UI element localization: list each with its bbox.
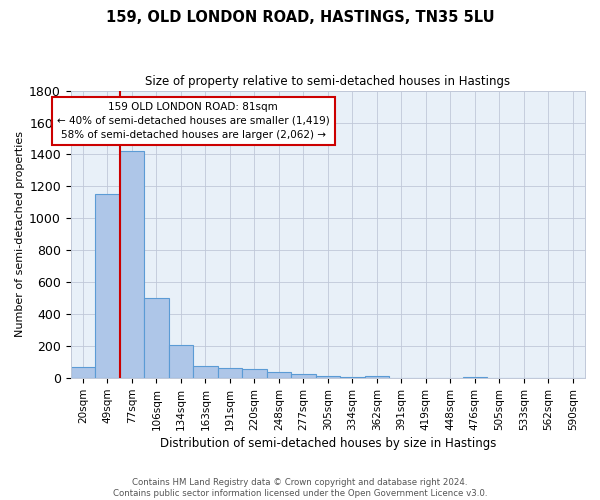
Bar <box>316 376 340 378</box>
Bar <box>193 366 218 378</box>
Bar <box>95 194 120 378</box>
Bar <box>365 376 389 378</box>
Bar <box>169 344 193 378</box>
Bar <box>242 370 266 378</box>
Bar <box>144 298 169 378</box>
X-axis label: Distribution of semi-detached houses by size in Hastings: Distribution of semi-detached houses by … <box>160 437 496 450</box>
Bar <box>120 152 144 378</box>
Bar <box>266 372 291 378</box>
Bar <box>218 368 242 378</box>
Y-axis label: Number of semi-detached properties: Number of semi-detached properties <box>15 132 25 338</box>
Bar <box>291 374 316 378</box>
Text: 159 OLD LONDON ROAD: 81sqm
← 40% of semi-detached houses are smaller (1,419)
58%: 159 OLD LONDON ROAD: 81sqm ← 40% of semi… <box>57 102 329 140</box>
Bar <box>71 367 95 378</box>
Text: Contains HM Land Registry data © Crown copyright and database right 2024.
Contai: Contains HM Land Registry data © Crown c… <box>113 478 487 498</box>
Text: 159, OLD LONDON ROAD, HASTINGS, TN35 5LU: 159, OLD LONDON ROAD, HASTINGS, TN35 5LU <box>106 10 494 25</box>
Title: Size of property relative to semi-detached houses in Hastings: Size of property relative to semi-detach… <box>145 75 511 88</box>
